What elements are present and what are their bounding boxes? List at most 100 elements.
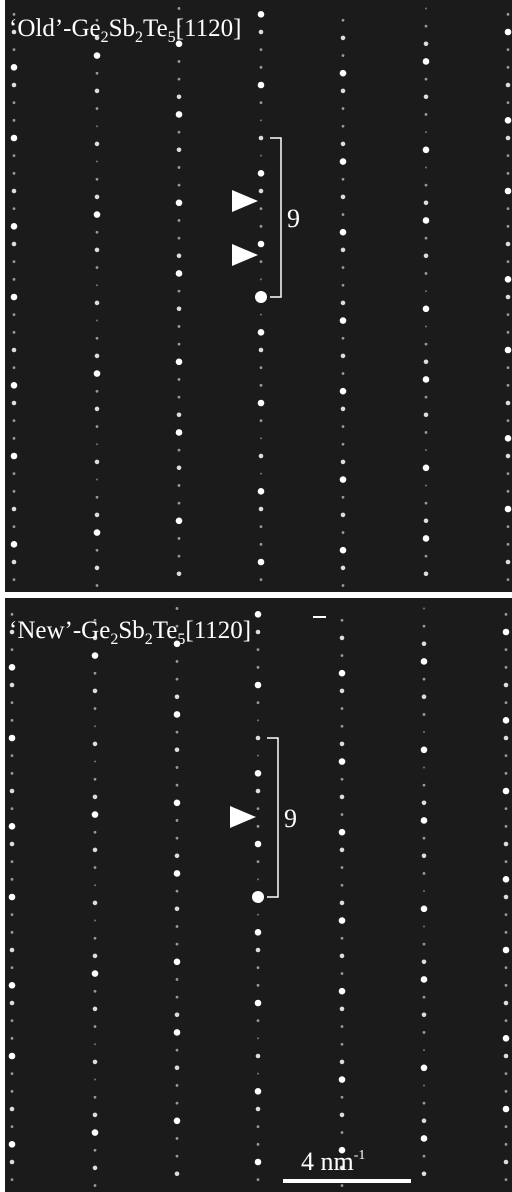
diffraction-spot (342, 443, 345, 446)
diffraction-spot (425, 484, 427, 486)
diffraction-spot (258, 82, 265, 89)
diffraction-spot (174, 1117, 181, 1124)
diffraction-spot (506, 83, 511, 88)
diffraction-spot (507, 13, 510, 16)
period-label: 9 (287, 204, 300, 233)
diffraction-spot (11, 64, 18, 71)
diffraction-spot (176, 819, 179, 822)
diffraction-spot (93, 954, 98, 959)
diffraction-spot (94, 725, 96, 727)
diffraction-spot (421, 1064, 428, 1071)
title-part: 5 (168, 29, 176, 46)
diffraction-spot (341, 778, 344, 781)
diffraction-spot (178, 166, 181, 169)
diffraction-spot (505, 1143, 508, 1146)
diffraction-spot (11, 613, 14, 616)
diffraction-spot (94, 529, 101, 536)
diffraction-spot (176, 270, 183, 277)
diffraction-spot (13, 172, 16, 175)
diffraction-spot (10, 1160, 15, 1165)
diffraction-spot (96, 443, 98, 445)
diffraction-spot (260, 437, 262, 439)
diffraction-spot (12, 348, 17, 353)
diffraction-spot (341, 1043, 344, 1046)
diffraction-spot (11, 453, 18, 460)
diffraction-spot (257, 1073, 259, 1075)
diffraction-spot (424, 253, 429, 258)
diffraction-spot (258, 241, 265, 248)
diffraction-spot (423, 376, 430, 383)
diffraction-spot (504, 842, 509, 847)
diffraction-spot (94, 1079, 96, 1081)
diffraction-spot (505, 807, 508, 810)
diffraction-spot (255, 1159, 262, 1166)
diffraction-spot (256, 630, 261, 635)
diffraction-spot (176, 890, 179, 893)
diffraction-spot (505, 966, 508, 969)
diffraction-spot (176, 199, 183, 206)
diffraction-spot (340, 317, 347, 324)
diffraction-spot (92, 811, 99, 818)
diffraction-spot (507, 207, 510, 210)
diffraction-spot (257, 966, 260, 969)
diffraction-spot (342, 337, 345, 340)
diffraction-spot (96, 178, 99, 181)
diffraction-spot (505, 435, 512, 442)
diffraction-spot (178, 325, 181, 328)
diffraction-spot (94, 831, 97, 834)
diffraction-spot (255, 929, 262, 936)
diffraction-spot (340, 70, 347, 77)
diffraction-spot (94, 920, 96, 922)
diffraction-spot (503, 947, 510, 954)
diffraction-spot (340, 901, 345, 906)
diffraction-spot (341, 513, 346, 518)
diffraction-spot (339, 917, 346, 924)
diffraction-spot (341, 619, 344, 622)
diffraction-spot (507, 331, 510, 334)
diffraction-spot (11, 294, 18, 301)
diffraction-spot (424, 412, 429, 417)
diffraction-spot (421, 817, 428, 824)
diffraction-spot (176, 978, 179, 981)
diffraction-spot (342, 107, 345, 110)
diffraction-spot (255, 1088, 262, 1095)
diffraction-spot (13, 260, 16, 263)
diffraction-spot (339, 670, 346, 677)
title-part: Te (143, 15, 168, 42)
diffraction-spot (11, 701, 14, 704)
diffraction-spot (255, 770, 262, 777)
diffraction-spot (260, 419, 263, 422)
diffraction-spot (423, 1084, 425, 1086)
diffraction-spot (505, 1072, 508, 1075)
diffraction-spot (9, 982, 16, 989)
diffraction-spot (257, 1125, 260, 1128)
diffraction-spot (13, 101, 16, 104)
diffraction-spot (10, 683, 15, 688)
diffraction-spot (258, 329, 265, 336)
diffraction-spot (175, 694, 180, 699)
diffraction-spot (505, 347, 512, 354)
diffraction-spot (341, 566, 346, 571)
diffraction-spot (93, 689, 98, 694)
diffraction-spot (174, 870, 181, 877)
diffraction-spot (260, 384, 263, 387)
diffraction-spot (425, 78, 428, 81)
diffraction-spot (260, 101, 263, 104)
diffraction-spot (94, 370, 101, 377)
diffraction-spot (93, 795, 98, 800)
diffraction-spot (176, 925, 179, 928)
diffraction-spot (507, 313, 510, 316)
diffraction-spot (178, 396, 181, 399)
diffraction-spot (177, 94, 182, 99)
diffraction-spot (13, 313, 16, 316)
diffraction-spot (95, 195, 100, 200)
diffraction-spot (506, 401, 511, 406)
diffraction-spot (260, 66, 263, 69)
diffraction-spot (506, 242, 511, 247)
diffraction-spot (13, 366, 16, 369)
diffraction-spot (259, 136, 264, 141)
diffraction-spot (505, 1178, 508, 1181)
diffraction-spot (342, 125, 345, 128)
diffraction-spot (178, 537, 181, 540)
diffraction-spot (178, 378, 181, 381)
